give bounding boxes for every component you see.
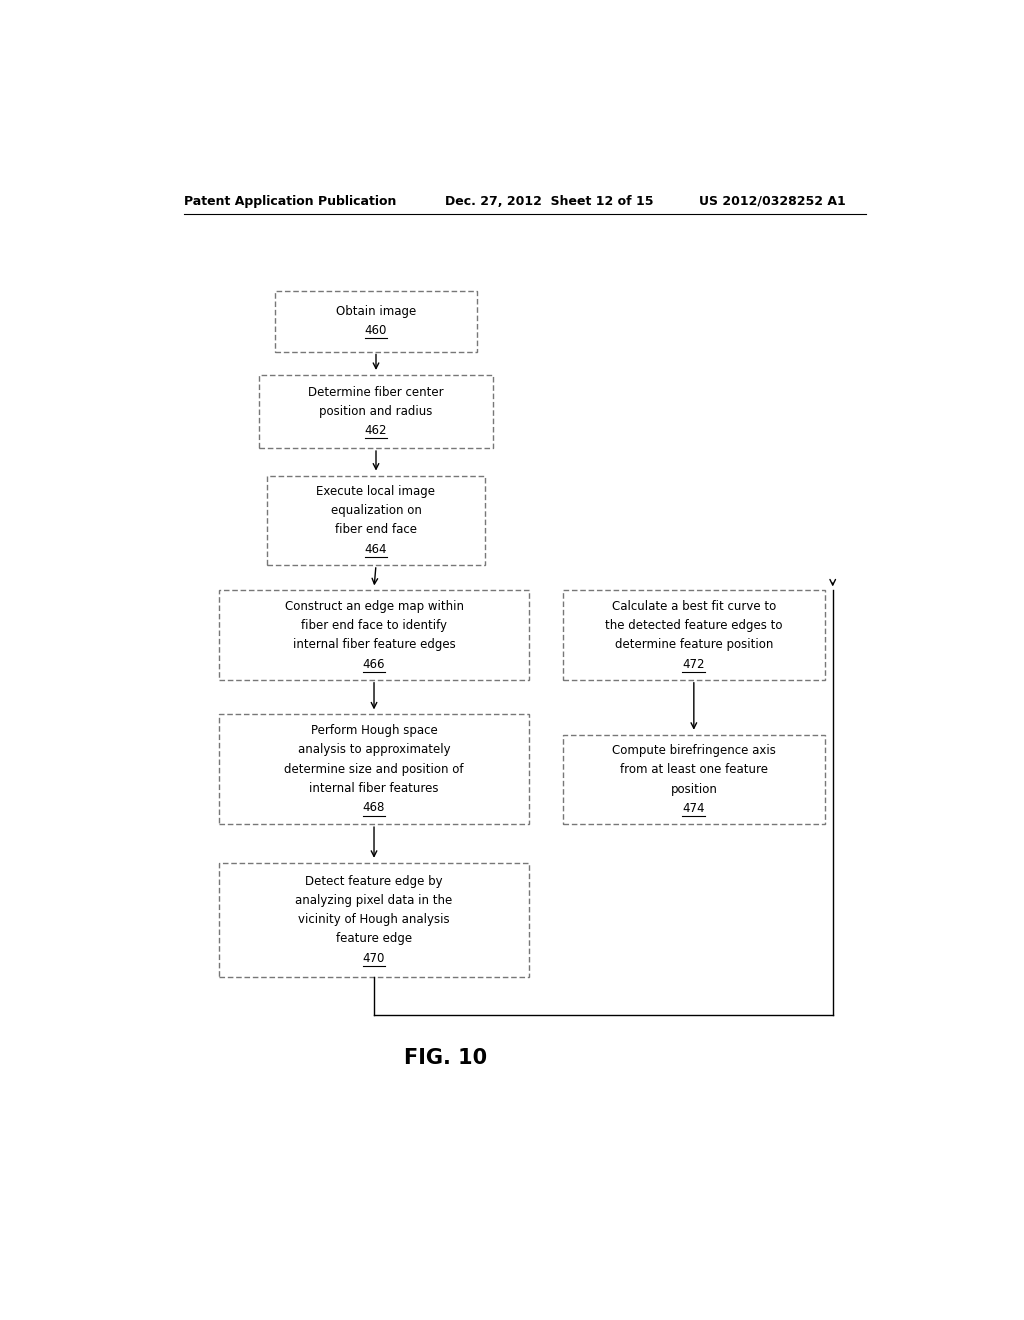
FancyBboxPatch shape (219, 714, 528, 824)
Text: analysis to approximately: analysis to approximately (298, 743, 451, 756)
Text: feature edge: feature edge (336, 932, 412, 945)
Text: equalization on: equalization on (331, 504, 422, 517)
Text: from at least one feature: from at least one feature (620, 763, 768, 776)
FancyBboxPatch shape (267, 475, 485, 565)
Text: internal fiber features: internal fiber features (309, 781, 438, 795)
Text: the detected feature edges to: the detected feature edges to (605, 619, 782, 632)
Text: Execute local image: Execute local image (316, 484, 435, 498)
Text: fiber end face to identify: fiber end face to identify (301, 619, 447, 632)
Text: analyzing pixel data in the: analyzing pixel data in the (295, 894, 453, 907)
Text: Dec. 27, 2012  Sheet 12 of 15: Dec. 27, 2012 Sheet 12 of 15 (445, 194, 654, 207)
Text: Detect feature edge by: Detect feature edge by (305, 875, 442, 887)
Text: Perform Hough space: Perform Hough space (310, 725, 437, 737)
Text: FIG. 10: FIG. 10 (403, 1048, 487, 1068)
FancyBboxPatch shape (563, 735, 824, 824)
Text: internal fiber feature edges: internal fiber feature edges (293, 639, 456, 651)
Text: Construct an edge map within: Construct an edge map within (285, 599, 464, 612)
Text: 464: 464 (365, 543, 387, 556)
Text: fiber end face: fiber end face (335, 524, 417, 536)
Text: Calculate a best fit curve to: Calculate a best fit curve to (611, 599, 776, 612)
Text: US 2012/0328252 A1: US 2012/0328252 A1 (699, 194, 846, 207)
Text: 460: 460 (365, 325, 387, 337)
Text: 472: 472 (683, 657, 706, 671)
Text: 462: 462 (365, 424, 387, 437)
FancyBboxPatch shape (219, 590, 528, 680)
Text: 474: 474 (683, 801, 706, 814)
FancyBboxPatch shape (274, 290, 477, 351)
Text: vicinity of Hough analysis: vicinity of Hough analysis (298, 913, 450, 927)
Text: 466: 466 (362, 657, 385, 671)
Text: determine feature position: determine feature position (614, 639, 773, 651)
FancyBboxPatch shape (563, 590, 824, 680)
Text: Determine fiber center: Determine fiber center (308, 385, 443, 399)
FancyBboxPatch shape (259, 375, 494, 447)
Text: Compute birefringence axis: Compute birefringence axis (612, 744, 776, 756)
Text: position and radius: position and radius (319, 405, 433, 418)
Text: Patent Application Publication: Patent Application Publication (183, 194, 396, 207)
Text: Obtain image: Obtain image (336, 305, 416, 318)
Text: 468: 468 (362, 801, 385, 814)
FancyBboxPatch shape (219, 863, 528, 977)
Text: 470: 470 (362, 952, 385, 965)
Text: position: position (671, 783, 717, 796)
Text: determine size and position of: determine size and position of (285, 763, 464, 776)
